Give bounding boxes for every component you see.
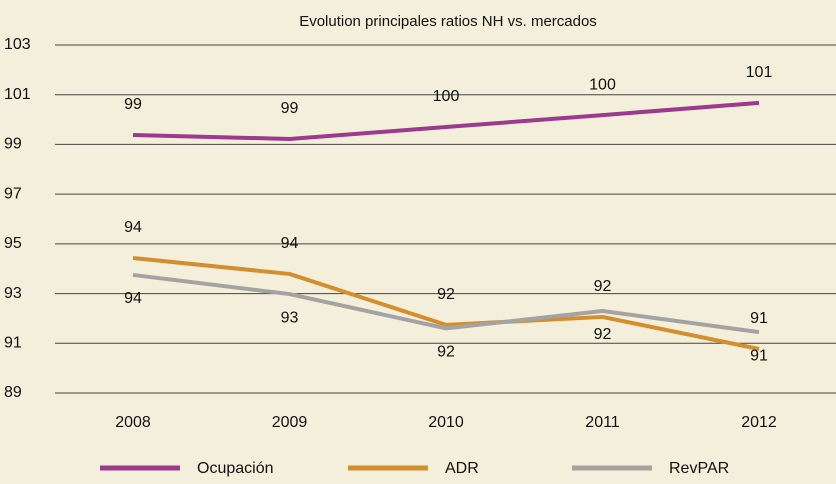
- data-label: 101: [746, 64, 773, 81]
- data-label: 94: [124, 290, 142, 307]
- legend-label: RevPAR: [669, 460, 729, 477]
- data-label: 92: [437, 344, 455, 361]
- data-label: 91: [750, 347, 768, 364]
- y-tick-label: 103: [4, 36, 31, 53]
- data-label: 99: [281, 100, 299, 117]
- data-label: 93: [281, 309, 299, 326]
- data-label: 92: [594, 326, 612, 343]
- series-line: [132, 272, 760, 335]
- y-tick-label: 93: [4, 285, 22, 302]
- y-tick-label: 99: [4, 136, 22, 153]
- x-tick-label: 2009: [272, 414, 308, 431]
- data-label: 92: [437, 286, 455, 303]
- data-label: 99: [124, 96, 142, 113]
- legend-label: Ocupación: [197, 460, 274, 477]
- x-tick-label: 2010: [428, 414, 464, 431]
- data-label: 92: [594, 278, 612, 295]
- chart-title: Evolution principales ratios NH vs. merc…: [299, 13, 597, 30]
- legend-label: ADR: [445, 460, 479, 477]
- series-line: [132, 100, 760, 141]
- data-label: 91: [750, 310, 768, 327]
- y-tick-label: 91: [4, 335, 22, 352]
- x-tick-label: 2012: [741, 414, 777, 431]
- y-tick-label: 95: [4, 235, 22, 252]
- series-line: [132, 256, 760, 351]
- x-tick-label: 2008: [115, 414, 151, 431]
- y-tick-label: 101: [4, 86, 31, 103]
- data-label: 100: [589, 76, 616, 93]
- y-tick-label: 97: [4, 185, 22, 202]
- x-tick-label: 2011: [585, 414, 620, 431]
- data-label: 100: [433, 88, 460, 105]
- y-tick-label: 89: [4, 384, 22, 401]
- data-label: 94: [124, 219, 142, 236]
- data-label: 94: [281, 235, 299, 252]
